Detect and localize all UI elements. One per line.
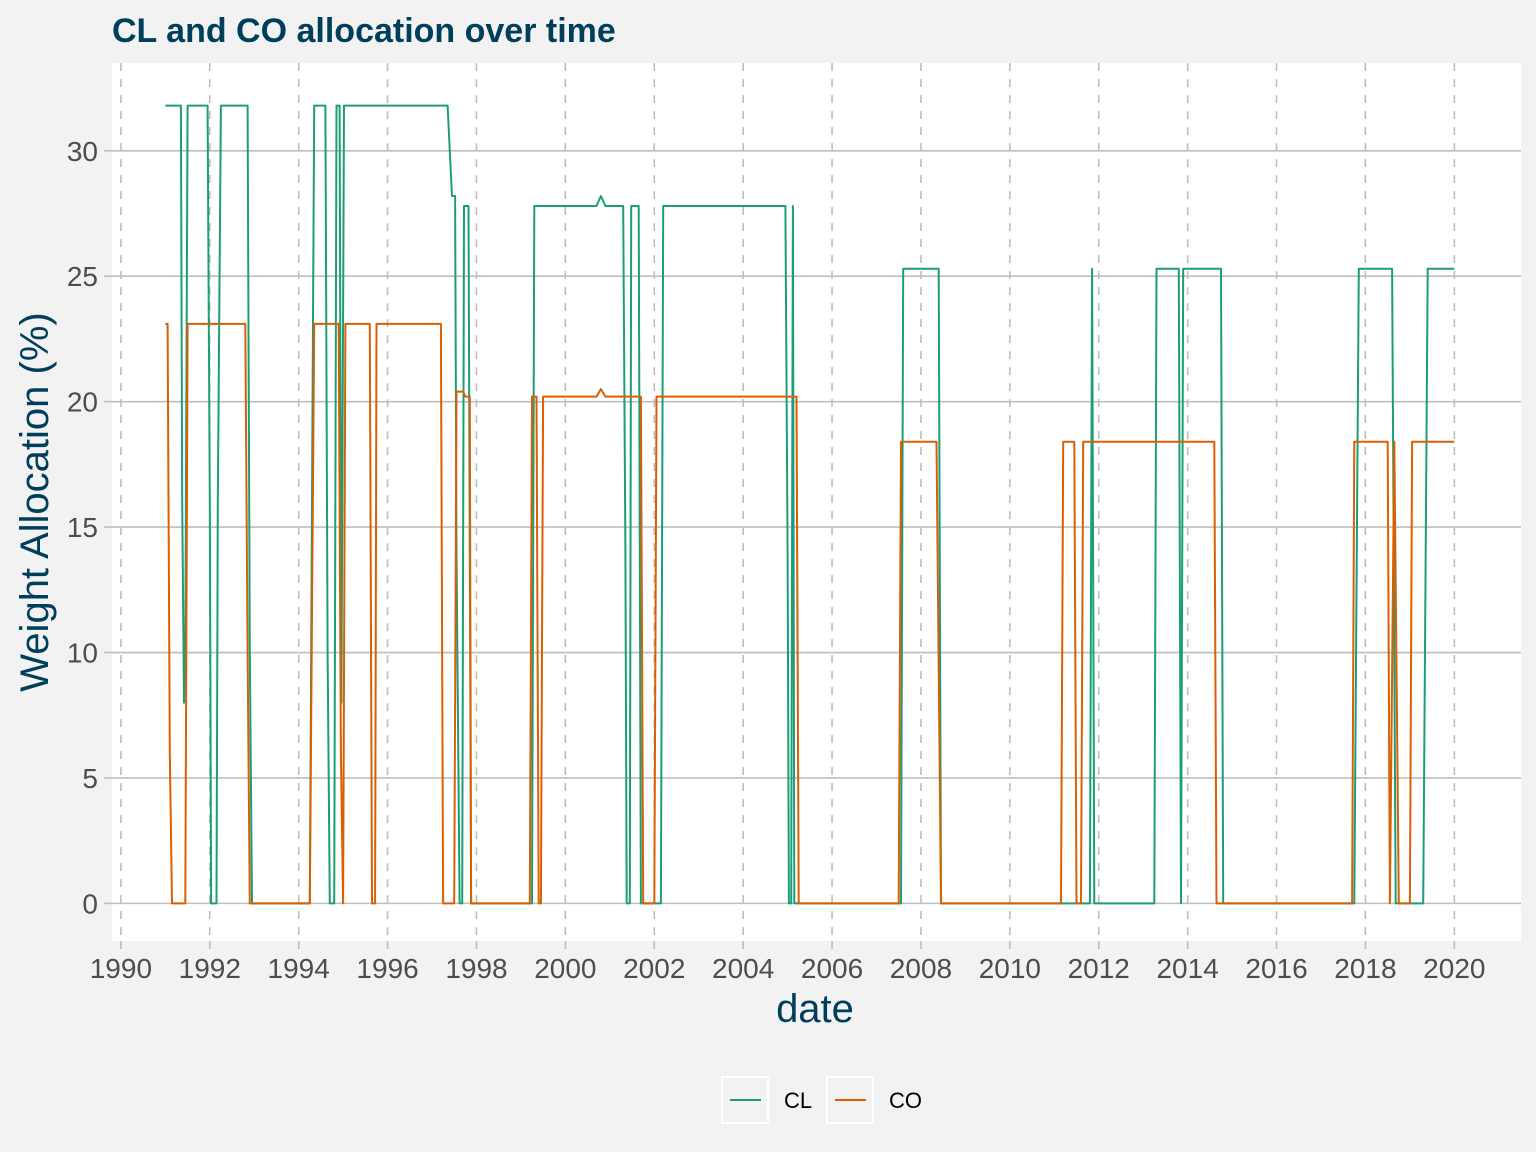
x-tick-label: 1994 [268, 953, 330, 984]
x-tick-label: 1990 [90, 953, 152, 984]
y-tick-label: 15 [67, 512, 98, 543]
x-tick-label: 2002 [623, 953, 685, 984]
y-tick-label: 5 [82, 763, 98, 794]
y-tick-label: 20 [67, 387, 98, 418]
x-axis-title: date [776, 987, 854, 1031]
x-tick-label: 1992 [179, 953, 241, 984]
x-tick-label: 2012 [1068, 953, 1130, 984]
x-tick-label: 1996 [356, 953, 418, 984]
legend: CL CO [721, 1076, 922, 1124]
x-tick-label: 2004 [712, 953, 774, 984]
chart-title: CL and CO allocation over time [112, 12, 616, 50]
x-tick-label: 2008 [890, 953, 952, 984]
x-tick-label: 2010 [979, 953, 1041, 984]
y-tick-label: 25 [67, 261, 98, 292]
legend-item-co[interactable]: CO [826, 1076, 922, 1124]
y-axis-ticks: 0 5 10 15 20 25 30 [67, 136, 112, 919]
x-tick-label: 2014 [1156, 953, 1218, 984]
y-tick-label: 10 [67, 638, 98, 669]
horizontal-gridlines [112, 150, 1521, 905]
x-tick-label: 2000 [534, 953, 596, 984]
x-tick-label: 2016 [1245, 953, 1307, 984]
x-axis-ticks: 1990 1992 1994 1996 1998 2000 2002 2004 2006 2008… [90, 941, 1485, 984]
plot-panel [112, 63, 1521, 941]
y-axis-title: Weight Allocation (%) [13, 312, 57, 691]
series-line-cl [165, 104, 1455, 905]
x-tick-label: 2018 [1334, 953, 1396, 984]
x-tick-label: 2020 [1423, 953, 1485, 984]
legend-label-cl: CL [784, 1088, 812, 1113]
series-lines [165, 104, 1455, 905]
y-tick-label: 0 [82, 888, 98, 919]
x-tick-label: 2006 [801, 953, 863, 984]
y-tick-label: 30 [67, 136, 98, 167]
x-tick-label: 1998 [445, 953, 507, 984]
legend-label-co: CO [889, 1088, 922, 1113]
legend-item-cl[interactable]: CL [721, 1076, 812, 1124]
series-line-co [165, 322, 1455, 905]
